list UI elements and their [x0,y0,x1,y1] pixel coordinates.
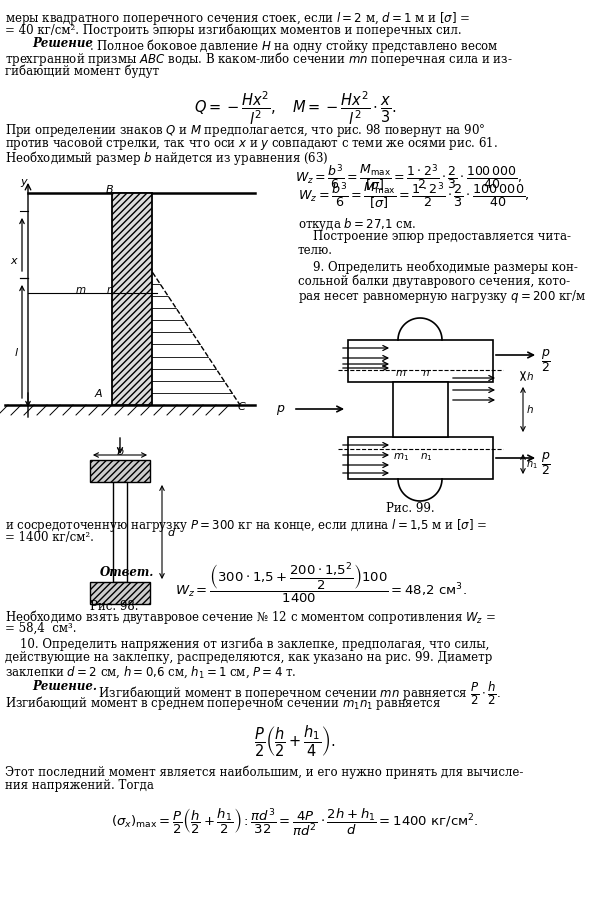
Text: Необходимый размер $b$ найдется из уравнения (63): Необходимый размер $b$ найдется из уравн… [5,149,329,167]
Text: Этот последний момент является наибольшим, и его нужно принять для вычисле-: Этот последний момент является наибольши… [5,765,523,779]
Bar [348,340,493,382]
Text: $d$: $d$ [167,526,176,538]
Text: $W_z = \dfrac{b^3}{6} = \dfrac{M_{\max}}{[\sigma]} = \dfrac{1 \cdot 2^3}{2}\cdot: $W_z = \dfrac{b^3}{6} = \dfrac{M_{\max}}… [298,180,530,211]
Text: Ответ.: Ответ. [100,567,155,580]
Text: $\dfrac{p}{2}$: $\dfrac{p}{2}$ [541,347,551,374]
Text: Рис. 99.: Рис. 99. [386,502,434,515]
Text: $A$: $A$ [94,387,103,399]
Text: $h$: $h$ [526,403,534,415]
Text: рая несет равномерную нагрузку $q=200$ кг/м: рая несет равномерную нагрузку $q=200$ к… [298,288,586,305]
Text: Рис. 98.: Рис. 98. [90,600,139,613]
Text: При определении знаков $Q$ и $M$ предполагается, что рис. 98 повернут на 90°: При определении знаков $Q$ и $M$ предпол… [5,122,486,139]
Text: $h_1$: $h_1$ [526,457,538,470]
Text: 9. Определить необходимые размеры кон-: 9. Определить необходимые размеры кон- [298,260,578,274]
Text: трехгранной призмы $ABC$ воды. В каком-либо сечении $mn$ поперечная сила и из-: трехгранной призмы $ABC$ воды. В каком-л… [5,50,513,68]
Bar [393,382,448,437]
Text: Построение эпюр предоставляется чита-: Построение эпюр предоставляется чита- [298,230,571,243]
Text: $\dfrac{p}{2}$: $\dfrac{p}{2}$ [541,450,551,477]
Text: заклепки $d = 2$ см, $h = 0{,}6$ см, $h_1 = 1$ см, $P = 4$ т.: заклепки $d = 2$ см, $h = 0{,}6$ см, $h_… [5,664,296,680]
Text: $x$: $x$ [10,256,19,266]
Text: против часовой стрелки, так что оси $x$ и $y$ совпадают с теми же осями рис. 61.: против часовой стрелки, так что оси $x$ … [5,136,498,153]
Text: $n$: $n$ [106,285,114,295]
Text: $B$: $B$ [105,183,114,195]
Text: $p$: $p$ [276,403,286,417]
Bar [90,460,150,482]
Text: $h$: $h$ [526,370,534,382]
Text: действующие на заклепку, распределяются, как указано на рис. 99. Диаметр: действующие на заклепку, распределяются,… [5,651,493,664]
Text: $W_z = \dfrac{b^3}{6} = \dfrac{M_{\max}}{[\sigma]} = \dfrac{1 \cdot 2^3}{2}\cdot: $W_z = \dfrac{b^3}{6} = \dfrac{M_{\max}}… [295,163,522,194]
Bar [113,482,127,582]
Text: $Q = -\dfrac{Hx^2}{l^2},\quad M = -\dfrac{Hx^2}{l^2}\cdot\dfrac{x}{3}.$: $Q = -\dfrac{Hx^2}{l^2},\quad M = -\dfra… [194,89,396,127]
Text: Изгибающий момент в поперечном сечении $mn$ равняется $\dfrac{P}{2}\cdot\dfrac{h: Изгибающий момент в поперечном сечении $… [95,680,501,707]
Text: Решение: Решение [32,37,93,50]
Text: = 40 кг/см². Построить эпюры изгибающих моментов и поперечных сил.: = 40 кг/см². Построить эпюры изгибающих … [5,24,461,37]
Text: $m$: $m$ [75,285,86,295]
Text: 10. Определить напряжения от изгиба в заклепке, предполагая, что силы,: 10. Определить напряжения от изгиба в за… [5,638,489,651]
Text: . Полное боковое давление $H$ на одну стойку представлено весом: . Полное боковое давление $H$ на одну ст… [89,37,499,55]
Bar [348,437,493,479]
Text: $l$: $l$ [14,347,19,359]
Text: $n$: $n$ [422,368,430,378]
Text: $\dfrac{P}{2}\left(\dfrac{h}{2}+\dfrac{h_1}{4}\right).$: $\dfrac{P}{2}\left(\dfrac{h}{2}+\dfrac{h… [254,723,336,759]
Bar [90,582,150,604]
Text: $m$: $m$ [395,368,407,378]
Text: $C$: $C$ [237,400,247,412]
Text: $\left(\sigma_x\right)_{\max} = \dfrac{P}{2}\left(\dfrac{h}{2}+\dfrac{h_1}{2}\ri: $\left(\sigma_x\right)_{\max} = \dfrac{P… [112,807,478,838]
Text: Изгибающий момент в среднем поперечном сечении $m_1n_1$ равняется: Изгибающий момент в среднем поперечном с… [5,693,441,712]
Text: = 58,4  см³.: = 58,4 см³. [5,622,77,635]
Text: $b$: $b$ [116,445,124,457]
Text: и сосредоточенную нагрузку $P = 300$ кг на конце, если длина $l = 1{,}5$ м и $[\: и сосредоточенную нагрузку $P = 300$ кг … [5,517,487,534]
Text: сольной балки двутаврового сечения, кото-: сольной балки двутаврового сечения, кото… [298,274,570,288]
Text: гибающий момент будут: гибающий момент будут [5,64,159,77]
Text: Необходимо взять двутавровое сечение № 12 с моментом сопротивления $W_z$ =: Необходимо взять двутавровое сечение № 1… [5,609,496,626]
Text: $m_1$: $m_1$ [393,451,409,463]
Text: = 1400 кг/см².: = 1400 кг/см². [5,531,94,543]
Text: ния напряжений. Тогда: ния напряжений. Тогда [5,779,154,792]
Text: меры квадратного поперечного сечения стоек, если $l = 2$ м, $d = 1$ м и $[\sigma: меры квадратного поперечного сечения сто… [5,10,470,27]
Text: откуда $b = 27{,}1$ см.: откуда $b = 27{,}1$ см. [298,216,416,233]
Text: $n_1$: $n_1$ [420,451,432,463]
Text: $y$: $y$ [20,177,29,189]
Text: телю.: телю. [298,244,333,257]
Text: Решение.: Решение. [32,680,97,693]
Bar [112,193,152,405]
Text: $W_z = \dfrac{\left(300 \cdot 1{,}5 + \dfrac{200 \cdot 1{,}5^2}{2}\right)100}{14: $W_z = \dfrac{\left(300 \cdot 1{,}5 + \d… [175,561,467,605]
